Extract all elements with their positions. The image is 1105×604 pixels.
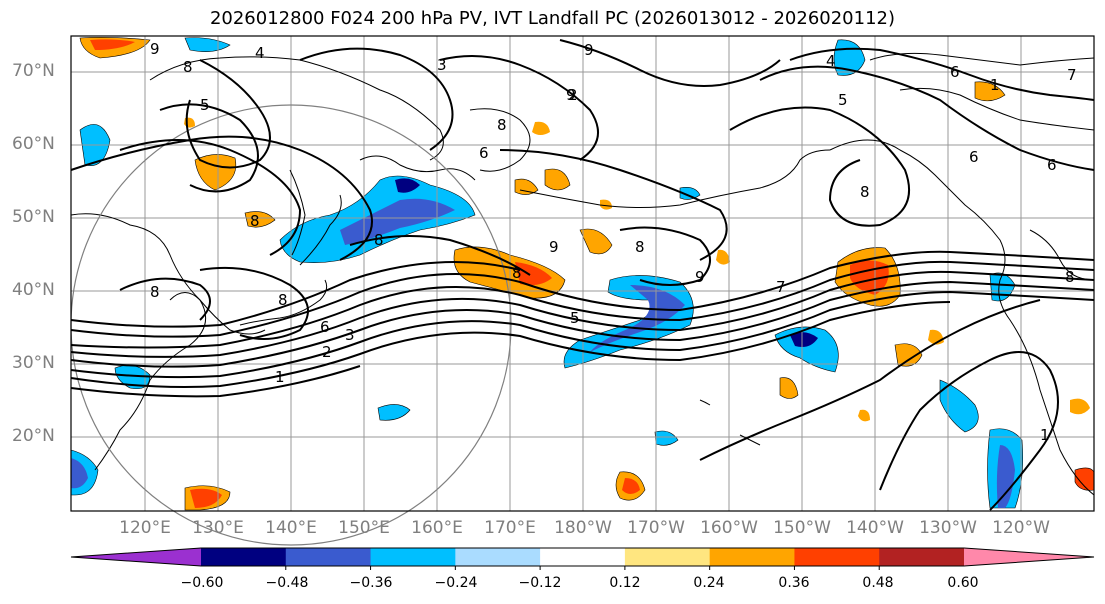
colorbar-swatch (201, 548, 287, 566)
colorbar-tick-label: 0.24 (693, 575, 725, 591)
colorbar-swatch (455, 548, 541, 566)
lon-label: 130°W (919, 518, 977, 538)
svg-text:7: 7 (776, 278, 786, 296)
lon-label: 140°E (265, 518, 317, 538)
lon-label: 160°W (700, 518, 758, 538)
lat-label-70n: 70°N (12, 61, 55, 81)
svg-text:8: 8 (374, 231, 384, 249)
svg-text:9: 9 (566, 86, 576, 104)
pv-contours (70, 39, 1095, 511)
lat-label-20n: 20°N (12, 426, 55, 446)
svg-text:8: 8 (497, 116, 507, 134)
lat-label-30n: 30°N (12, 353, 55, 373)
lon-label: 160°E (411, 518, 463, 538)
colorbar-outline (70, 547, 1095, 567)
svg-text:5: 5 (570, 309, 580, 327)
svg-text:3: 3 (345, 326, 355, 344)
svg-text:6: 6 (950, 63, 960, 81)
colorbar-tick-label: −0.48 (265, 575, 309, 591)
pv-shading (70, 37, 1095, 511)
svg-text:3: 3 (437, 56, 447, 74)
svg-text:6: 6 (969, 148, 979, 166)
colorbar-swatch (285, 548, 372, 566)
svg-text:9: 9 (150, 40, 160, 58)
svg-text:8: 8 (1065, 268, 1075, 286)
svg-text:8: 8 (278, 291, 288, 309)
colorbar-swatch (370, 548, 456, 566)
colorbar-extend-high (964, 548, 1094, 566)
lat-label-60n: 60°N (12, 134, 55, 154)
colorbar-swatch (794, 548, 880, 566)
svg-text:4: 4 (255, 44, 265, 62)
svg-text:6: 6 (320, 318, 330, 336)
colorbar-tick-label: −0.36 (349, 575, 393, 591)
lat-label-50n: 50°N (12, 207, 55, 227)
lon-label: 120°E (119, 518, 171, 538)
svg-text:1: 1 (990, 76, 1000, 94)
svg-text:8: 8 (635, 238, 645, 256)
colorbar-tick-label: −0.24 (434, 575, 478, 591)
svg-text:1: 1 (1040, 426, 1050, 444)
svg-text:6: 6 (1047, 156, 1057, 174)
svg-text:8: 8 (512, 264, 522, 282)
svg-text:8: 8 (250, 212, 260, 230)
lon-label: 150°W (773, 518, 831, 538)
colorbar-extend-low (71, 548, 201, 566)
colorbar-swatch (540, 548, 626, 566)
svg-text:1: 1 (275, 368, 285, 386)
svg-text:7: 7 (1067, 66, 1077, 84)
svg-text:2: 2 (568, 86, 578, 104)
svg-text:5: 5 (200, 96, 210, 114)
svg-text:5: 5 (838, 91, 848, 109)
colorbar-swatch (709, 548, 795, 566)
coastlines (70, 52, 1095, 496)
colorbar-tick-label: 0.48 (862, 575, 894, 591)
colorbar-swatch (879, 548, 965, 566)
colorbar-tick-label: −0.60 (180, 575, 224, 591)
svg-text:8: 8 (150, 283, 160, 301)
svg-text:6: 6 (479, 144, 489, 162)
svg-text:2: 2 (322, 343, 332, 361)
colorbar-swatch (624, 548, 711, 566)
colorbar-tick-label: 0.36 (778, 575, 810, 591)
graticule (71, 36, 1094, 511)
lat-label-40n: 40°N (12, 280, 55, 300)
svg-text:9: 9 (695, 268, 705, 286)
lon-label: 150°E (338, 518, 390, 538)
colorbar-tick-label: 0.60 (947, 575, 979, 591)
svg-text:9: 9 (584, 41, 594, 59)
svg-text:9: 9 (549, 238, 559, 256)
contour-labels: 9 8 4 3 5 8 8 9 6 9 5 6 6 7 4 8 9 8 8 8 … (150, 40, 1077, 444)
svg-text:8: 8 (183, 58, 193, 76)
lon-label: 170°E (484, 518, 536, 538)
colorbar-tick-label: 0.12 (609, 575, 641, 591)
lon-label: 180°W (554, 518, 612, 538)
svg-text:8: 8 (860, 183, 870, 201)
svg-text:4: 4 (826, 52, 836, 70)
lon-label: 130°E (192, 518, 244, 538)
colorbar-tick-label: −0.12 (518, 575, 562, 591)
plot-title: 2026012800 F024 200 hPa PV, IVT Landfall… (209, 8, 896, 29)
lon-label: 120°W (992, 518, 1050, 538)
lon-label: 140°W (846, 518, 904, 538)
lon-label: 170°W (627, 518, 685, 538)
colorbar (70, 547, 1095, 570)
